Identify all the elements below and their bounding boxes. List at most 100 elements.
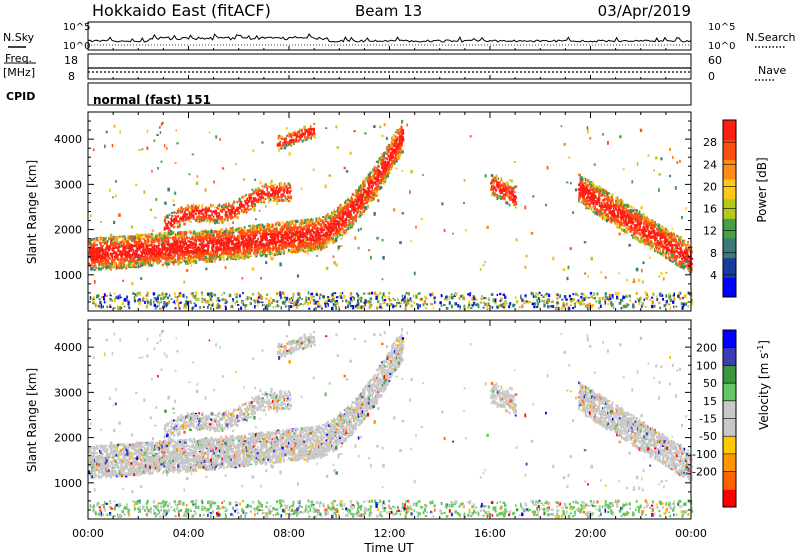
power-cell [140, 261, 144, 266]
power-cell [323, 229, 325, 232]
power-cell [148, 252, 151, 256]
power-cell [111, 261, 113, 264]
power-cell [598, 201, 601, 206]
power-cell [287, 199, 290, 203]
power-cell [644, 228, 647, 231]
power-cell [344, 211, 347, 215]
power-cell [177, 207, 180, 211]
power-cell [156, 233, 159, 237]
power-cell [101, 254, 103, 258]
power-cell [640, 241, 643, 244]
power-cell [579, 178, 582, 181]
power-cell [273, 183, 276, 187]
power-cell [117, 246, 119, 250]
power-cell [199, 232, 201, 236]
power-cell [221, 254, 224, 257]
power-cell [199, 252, 202, 256]
power-cell [123, 235, 126, 238]
power-cell [182, 244, 184, 248]
power-cell [114, 262, 117, 267]
power-cell [166, 248, 168, 253]
power-cell [182, 250, 185, 254]
power-cell [335, 238, 338, 242]
power-cell [174, 236, 177, 239]
power-cell [252, 237, 255, 240]
power-cell [161, 242, 164, 247]
power-cell [395, 146, 397, 149]
power-cell [359, 189, 362, 193]
power-cell [630, 205, 633, 209]
power-cell [110, 243, 113, 247]
power-cell [125, 265, 128, 268]
power-cell [198, 238, 201, 242]
power-cell [172, 245, 175, 248]
power-cell [200, 256, 203, 259]
power-cell [138, 237, 141, 241]
power-cell [211, 218, 214, 221]
power-cell [172, 238, 175, 241]
power-cell [105, 246, 108, 249]
power-cell [587, 193, 589, 195]
power-cell [117, 266, 120, 269]
power-cell [127, 240, 129, 242]
power-cell [325, 245, 328, 248]
power-cell [194, 250, 198, 253]
power-cell [206, 236, 209, 239]
power-cell [124, 237, 127, 241]
power-cell [217, 204, 219, 207]
power-cell [167, 257, 170, 261]
power-cell [111, 248, 114, 252]
power-cell [158, 238, 161, 243]
power-cell [194, 235, 198, 238]
power-cell [310, 127, 313, 131]
power-cell [640, 214, 643, 216]
power-cell [283, 189, 286, 194]
power-cell [291, 236, 294, 239]
power-cell [121, 251, 124, 255]
power-cell [105, 258, 107, 261]
power-cell [195, 261, 197, 264]
power-cell [230, 253, 233, 256]
power-cell [330, 214, 333, 218]
power-cell [212, 232, 215, 236]
date-label: 03/Apr/2019 [598, 2, 691, 20]
power-cell [170, 211, 174, 214]
power-cell [248, 200, 251, 203]
power-cell [210, 220, 212, 222]
power-cell [124, 245, 127, 248]
power-cell [183, 231, 186, 235]
power-cell [611, 198, 614, 202]
power-cell [200, 230, 204, 233]
power-cell [175, 235, 179, 239]
power-cell [132, 249, 135, 253]
power-cell [322, 220, 325, 224]
power-cell [131, 238, 134, 242]
power-cell [366, 204, 370, 209]
power-cell [98, 255, 101, 259]
power-cell [179, 240, 182, 243]
power-cell [210, 229, 213, 233]
power-cell [144, 260, 147, 264]
power-cell [608, 192, 611, 195]
power-cell [167, 231, 170, 235]
power-cell [233, 211, 236, 214]
power-cell [143, 247, 145, 251]
power-cell [632, 221, 635, 225]
power-cell [233, 229, 235, 232]
power-cell [361, 199, 364, 202]
power-cell [104, 261, 106, 264]
power-cell [362, 193, 364, 196]
power-cell [636, 238, 639, 242]
power-cell [142, 245, 144, 249]
power-cell [183, 240, 186, 243]
power-cell [185, 261, 187, 265]
power-cell [198, 247, 200, 250]
power-cell [219, 234, 222, 237]
power-cell [391, 164, 394, 168]
power-cell [329, 236, 331, 239]
power-cell [353, 211, 355, 215]
power-cell [91, 243, 94, 246]
power-cell [164, 245, 166, 248]
power-cell [344, 229, 348, 234]
power-cell [128, 254, 131, 258]
